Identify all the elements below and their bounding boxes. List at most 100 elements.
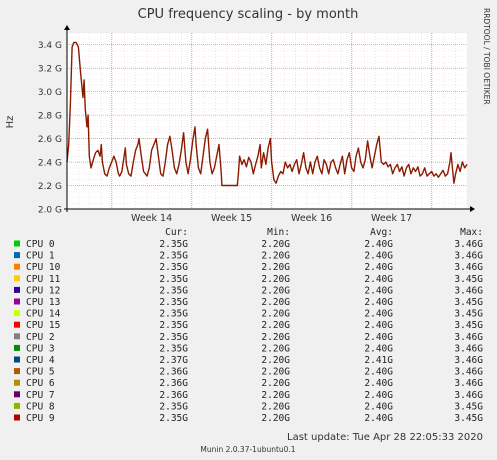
legend-value: 2.20G [261,297,290,308]
legend-swatch [14,263,20,270]
legend-name: CPU 15 [26,320,60,331]
legend-name: CPU 8 [26,401,55,412]
legend-name: CPU 2 [26,332,55,343]
legend-value: 3.46G [454,239,483,250]
legend-value: 2.20G [261,413,290,424]
legend-value: 3.46G [454,285,483,296]
legend-value: 2.40G [364,332,393,343]
legend-value: 3.46G [454,262,483,273]
x-tick-label: Week 14 [131,213,172,224]
legend-value: 2.40G [364,297,393,308]
legend-value: 2.35G [159,343,188,354]
legend-swatch [14,344,20,351]
legend-value: 3.45G [454,401,483,412]
legend-value: 2.40G [364,251,393,262]
legend-name: CPU 5 [26,367,55,378]
side-label: RRDTOOL / TOBI OETIKER [482,8,491,105]
legend-swatch [14,252,20,259]
legend-name: CPU 13 [26,297,60,308]
legend-value: 2.35G [159,274,188,285]
x-tick-labels: Week 14 Week 15 Week 16 Week 17 [131,213,412,224]
x-tick-label: Week 15 [211,213,252,224]
y-tick-label: 3.2 G [38,65,62,75]
legend-swatch [14,286,20,293]
legend-value: 2.36G [159,390,188,401]
legend-value: 2.20G [261,355,290,366]
legend-value: 2.37G [159,355,188,366]
grid [67,32,467,210]
legend-swatch [14,240,20,247]
y-tick-label: 2.8 G [38,112,62,122]
legend-value: 2.40G [364,367,393,378]
legend-name: CPU 9 [26,413,55,424]
x-axis-arrow [470,206,475,212]
legend-header: Avg: [370,227,393,238]
legend-value: 3.46G [454,378,483,389]
x-tick-label: Week 16 [291,213,332,224]
legend-value: 3.46G [454,251,483,262]
legend-name: CPU 4 [26,355,55,366]
legend-value: 3.46G [454,367,483,378]
legend-swatch [14,333,20,340]
legend-value: 2.36G [159,378,188,389]
legend-value: 2.35G [159,251,188,262]
legend-value: 3.46G [454,343,483,354]
y-tick-label: 2.6 G [38,135,62,145]
legend-value: 2.20G [261,274,290,285]
legend-name: CPU 0 [26,239,55,250]
series-lines [66,41,468,187]
legend-name: CPU 6 [26,378,55,389]
legend-value: 3.45G [454,413,483,424]
legend-swatch [14,275,20,282]
legend-value: 2.36G [159,367,188,378]
legend-value: 3.45G [454,320,483,331]
legend-name: CPU 3 [26,343,55,354]
footer: Munin 2.0.37-1ubuntu0.1 [200,445,295,454]
legend-value: 2.40G [364,401,393,412]
legend-value: 3.46G [454,355,483,366]
legend-name: CPU 7 [26,390,55,401]
legend-value: 3.45G [454,274,483,285]
legend-swatch [14,379,20,386]
legend-value: 2.20G [261,309,290,320]
legend-value: 2.20G [261,320,290,331]
legend-value: 2.20G [261,390,290,401]
legend-value: 2.35G [159,309,188,320]
legend-value: 2.40G [364,239,393,250]
legend-swatch [14,356,20,363]
legend-value: 2.40G [364,320,393,331]
legend-value: 2.35G [159,285,188,296]
legend-value: 2.40G [364,262,393,273]
legend-value: 2.35G [159,239,188,250]
legend-value: 2.40G [364,378,393,389]
legend-header: Cur: [165,227,188,238]
legend-swatch [14,368,20,375]
legend-value: 2.40G [364,285,393,296]
legend-value: 2.41G [364,355,393,366]
series-line [66,41,468,187]
legend-value: 2.20G [261,239,290,250]
legend-value: 2.40G [364,274,393,285]
legend-header: Min: [267,227,290,238]
y-axis-label: Hz [5,116,16,129]
legend-name: CPU 10 [26,262,61,273]
y-tick-label: 2.0 G [38,206,62,216]
y-tick-labels: 2.0 G 2.2 G 2.4 G 2.6 G 2.8 G 3.0 G 3.2 G 3.4 G [38,41,62,215]
y-axis-arrow [64,25,70,30]
legend-value: 2.40G [364,413,393,424]
legend: Cur: Min: Avg: Max: CPU 0 2.35G 2.20G 2.40G 3.46… [14,227,483,424]
y-tick-label: 3.4 G [38,41,62,51]
legend-swatch [14,391,20,398]
last-update: Last update: Tue Apr 28 22:05:33 2020 [287,432,483,443]
legend-value: 3.46G [454,332,483,343]
x-tick-label: Week 17 [371,213,412,224]
legend-swatch [14,414,20,421]
legend-value: 2.35G [159,413,188,424]
legend-value: 2.40G [364,343,393,354]
y-tick-label: 3.0 G [38,88,62,98]
legend-value: 2.40G [364,390,393,401]
legend-value: 2.35G [159,401,188,412]
legend-value: 2.35G [159,332,188,343]
legend-value: 2.20G [261,332,290,343]
